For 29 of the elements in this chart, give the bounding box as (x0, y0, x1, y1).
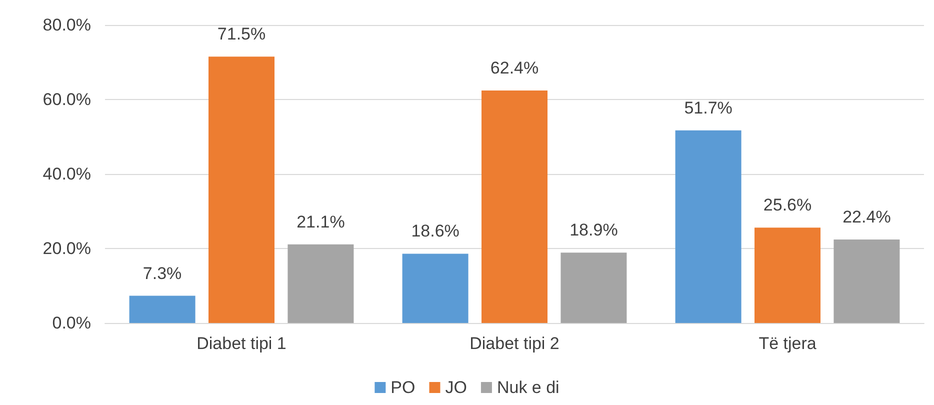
bar (675, 130, 742, 323)
bar (129, 296, 196, 323)
y-tick-label: 40.0% (42, 164, 91, 184)
legend-label: PO (390, 378, 416, 397)
bar (834, 240, 900, 323)
data-label: 25.6% (763, 196, 812, 215)
legend-label: JO (445, 378, 467, 397)
bar (208, 56, 274, 323)
data-label: 51.7% (684, 98, 732, 118)
y-tick-label: 20.0% (42, 239, 91, 258)
bar (402, 254, 468, 323)
legend-label: Nuk e di (496, 378, 560, 397)
bar (288, 244, 354, 323)
bar (560, 252, 627, 323)
data-label: 21.1% (296, 212, 345, 232)
bar (482, 90, 548, 323)
data-label: 18.9% (570, 220, 618, 240)
data-label: 22.4% (842, 208, 891, 227)
y-tick-label: 0.0% (52, 314, 91, 332)
data-label: 62.4% (490, 58, 539, 78)
data-label: 7.3% (142, 264, 182, 283)
data-label: 71.5% (217, 24, 266, 44)
x-tick-label: Diabet tipi 1 (196, 334, 286, 353)
x-tick-label: Diabet tipi 2 (470, 334, 560, 353)
data-label: 18.6% (411, 222, 460, 241)
x-tick-label: Të tjera (758, 334, 817, 353)
y-tick-label: 60.0% (42, 90, 91, 109)
y-tick-label: 80.0% (42, 16, 91, 34)
bar (754, 228, 820, 323)
